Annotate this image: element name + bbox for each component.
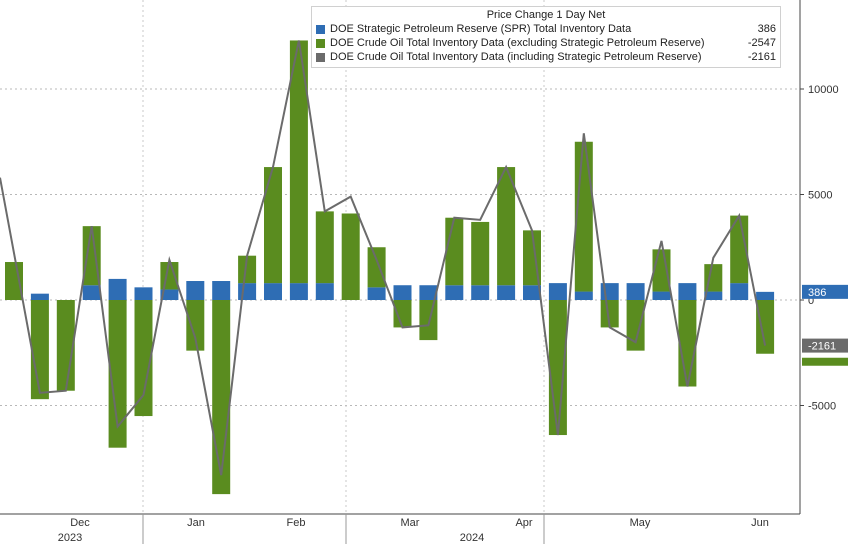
y-tick-label: -5000	[808, 401, 836, 413]
spr-bar	[678, 283, 697, 300]
legend-label: DOE Strategic Petroleum Reserve (SPR) To…	[330, 23, 632, 35]
crude-excl-spr-bar	[315, 211, 334, 284]
spr-bar	[471, 285, 490, 300]
x-tick-label: Jan	[187, 517, 205, 529]
crude-excl-spr-bar	[5, 262, 23, 300]
legend: Price Change 1 Day Net DOE Strategic Pet…	[311, 6, 781, 68]
crude-excl-spr-bar	[238, 255, 257, 284]
x-tick-label: May	[630, 517, 651, 529]
spr-bar	[652, 291, 671, 300]
spr-bar	[134, 287, 153, 300]
crude-excl-spr-bar	[756, 300, 775, 354]
x-year-label: 2023	[58, 532, 82, 544]
crude-excl-spr-bar	[367, 247, 386, 288]
x-tick-label: Feb	[287, 517, 306, 529]
crude-excl-spr-bar	[445, 217, 464, 286]
spr-bar	[730, 283, 749, 300]
spr-bar	[30, 293, 49, 300]
legend-swatch-including-spr	[316, 52, 325, 62]
last-value-labels: -2161 386	[802, 284, 848, 366]
last-value-tag	[802, 338, 848, 353]
spr-bar	[626, 283, 645, 300]
crude-excl-spr-bar	[497, 167, 516, 286]
chart-title: Price Change 1 Day Net	[486, 9, 606, 21]
last-value-text: 386	[808, 287, 826, 299]
spr-bar	[445, 285, 464, 300]
y-tick-label: 5000	[808, 190, 832, 202]
legend-label: DOE Crude Oil Total Inventory Data (incl…	[330, 51, 702, 63]
spr-bar	[289, 283, 308, 300]
spr-bar	[548, 283, 567, 300]
legend-value: -2161	[747, 51, 776, 63]
last-value-text: -2161	[808, 341, 836, 353]
spr-bar	[419, 285, 438, 300]
legend-item-including-spr: DOE Crude Oil Total Inventory Data (incl…	[316, 50, 776, 64]
spr-bar	[212, 281, 231, 300]
legend-value: 386	[757, 23, 776, 35]
crude-excl-spr-bar	[30, 300, 49, 400]
spr-bar	[82, 285, 101, 300]
crude-excl-spr-bar	[471, 221, 490, 286]
legend-item-spr: DOE Strategic Petroleum Reserve (SPR) To…	[316, 22, 776, 36]
legend-swatch-excluding-spr	[316, 38, 325, 48]
crude-excl-spr-bar	[419, 300, 438, 341]
bars	[5, 40, 775, 495]
spr-bar	[704, 291, 723, 300]
x-tick-label: Jun	[751, 517, 769, 529]
last-value-tag	[802, 284, 848, 299]
crude-excl-spr-bar	[678, 300, 697, 387]
spr-bar	[186, 281, 205, 300]
x-tick-label: Apr	[515, 517, 532, 529]
spr-bar	[497, 285, 516, 300]
crude-excl-spr-bar	[289, 40, 308, 284]
x-tick-label: Mar	[401, 517, 420, 529]
legend-label: DOE Crude Oil Total Inventory Data (excl…	[330, 37, 705, 49]
y-tick-labels: -5000 0 5000 10000	[808, 84, 839, 413]
total-inventory-polyline	[0, 40, 767, 476]
spr-bar	[238, 283, 257, 300]
crude-excl-spr-bar	[134, 300, 153, 417]
spr-bar	[756, 291, 775, 300]
legend-swatch-spr	[316, 24, 325, 34]
crude-excl-spr-bar	[730, 215, 749, 284]
spr-bar	[367, 287, 386, 300]
crude-excl-spr-bar	[626, 300, 645, 351]
spr-bar	[315, 283, 334, 300]
spr-bar	[523, 285, 541, 300]
crude-excl-spr-bar	[652, 249, 671, 292]
y-tick-label: 0	[808, 295, 814, 307]
crude-excl-spr-bar	[212, 300, 231, 495]
crude-excl-spr-bar	[108, 300, 127, 448]
x-tick-label: Dec	[70, 517, 90, 529]
x-year-label: 2024	[460, 532, 484, 544]
spr-bar	[108, 278, 127, 300]
x-tick-labels: Dec Jan Feb Mar Apr May Jun 2023 2024	[58, 514, 769, 544]
y-tick-label: 10000	[808, 84, 839, 96]
axes	[0, 0, 804, 515]
legend-value: -2547	[747, 37, 776, 49]
spr-bar	[264, 283, 282, 300]
spr-bar	[393, 285, 412, 300]
crude-excl-spr-bar	[341, 213, 360, 300]
crude-excl-spr-bar	[186, 300, 205, 351]
legend-item-excluding-spr: DOE Crude Oil Total Inventory Data (excl…	[316, 36, 776, 50]
crude-excl-spr-bar	[264, 167, 282, 284]
crude-excl-spr-bar	[600, 300, 619, 328]
crude-excl-spr-bar	[82, 226, 101, 286]
spr-bar	[160, 289, 179, 300]
last-value-tag	[802, 357, 848, 366]
spr-bar	[574, 291, 593, 300]
total-inventory-line	[0, 40, 767, 476]
crude-excl-spr-bar	[393, 300, 412, 328]
